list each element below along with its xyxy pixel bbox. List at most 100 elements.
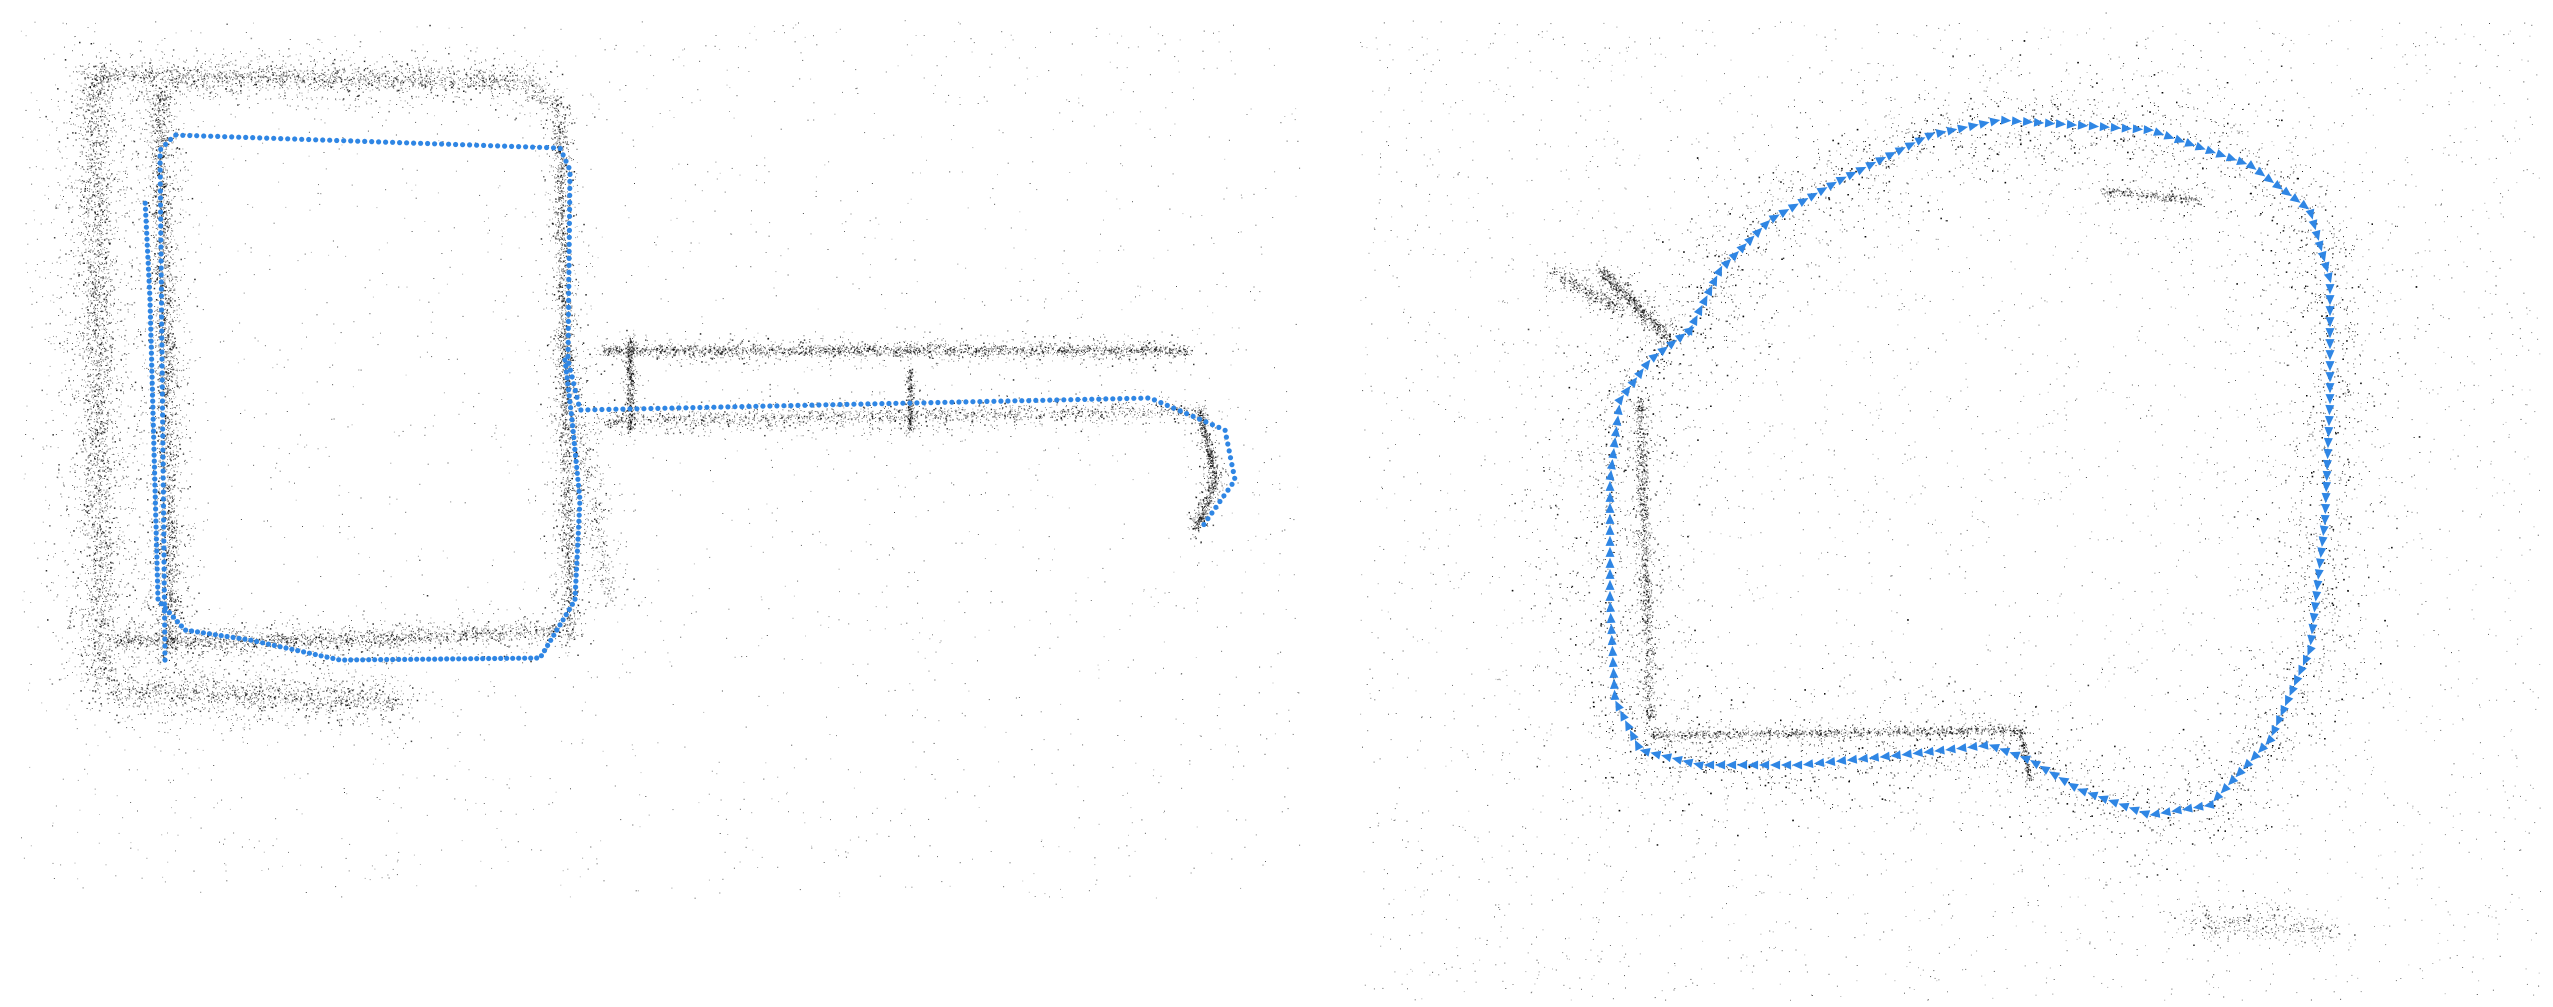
trajectory-point xyxy=(551,145,556,150)
trajectory-point xyxy=(1068,397,1073,402)
trajectory-point xyxy=(201,133,206,138)
trajectory-point xyxy=(150,399,155,404)
trajectory-point xyxy=(162,643,167,648)
trajectory-point xyxy=(161,482,166,487)
trajectory-point xyxy=(1229,482,1234,487)
trajectory-point xyxy=(207,631,212,636)
trajectory-point xyxy=(711,405,716,410)
trajectory-point xyxy=(179,623,184,628)
trajectory-point xyxy=(566,270,571,275)
trajectory-point xyxy=(151,423,156,428)
trajectory-point xyxy=(402,657,407,662)
trajectory-point xyxy=(150,411,155,416)
trajectory-point xyxy=(143,213,148,218)
trajectory-point xyxy=(575,543,580,548)
trajectory-point xyxy=(150,387,155,392)
trajectory-point xyxy=(158,230,163,235)
trajectory-point xyxy=(159,293,164,298)
trajectory-point xyxy=(1124,396,1129,401)
trajectory-point xyxy=(158,181,163,186)
trajectory-point xyxy=(574,561,579,566)
trajectory-point xyxy=(1152,397,1157,402)
trajectory-point xyxy=(739,404,744,409)
trajectory-point xyxy=(376,139,381,144)
trajectory-point xyxy=(319,653,324,658)
trajectory-point xyxy=(208,134,213,139)
trajectory-point xyxy=(510,656,515,661)
trajectory-point xyxy=(585,407,590,412)
trajectory-point xyxy=(573,388,578,393)
trajectory-point xyxy=(355,139,360,144)
trajectory-point xyxy=(554,627,559,632)
trajectory-point xyxy=(143,207,148,212)
trajectory-point xyxy=(187,133,192,138)
trajectory-point xyxy=(570,423,575,428)
trajectory-point xyxy=(577,513,582,518)
trajectory-point xyxy=(378,657,383,662)
trajectory-point xyxy=(872,401,877,406)
trajectory-point xyxy=(148,315,153,320)
trajectory-point xyxy=(150,393,155,398)
trajectory-point xyxy=(147,297,152,302)
trajectory-point xyxy=(147,291,152,296)
trajectory-point xyxy=(970,399,975,404)
trajectory-point xyxy=(327,138,332,143)
trajectory-point xyxy=(1229,462,1234,467)
trajectory-point xyxy=(160,454,165,459)
trajectory-point xyxy=(963,399,968,404)
trajectory-point xyxy=(162,629,167,634)
trajectory-point xyxy=(153,500,158,505)
trajectory-point xyxy=(565,381,570,386)
trajectory-point xyxy=(486,656,491,661)
trajectory-point xyxy=(283,645,288,650)
trajectory-point xyxy=(225,634,230,639)
trajectory-point xyxy=(145,249,150,254)
trajectory-point xyxy=(574,567,579,572)
trajectory-point xyxy=(544,145,549,150)
trajectory-point xyxy=(154,524,159,529)
trajectory-point xyxy=(162,566,167,571)
trajectory-point xyxy=(760,404,765,409)
trajectory-point xyxy=(159,356,164,361)
trajectory-point xyxy=(1054,397,1059,402)
trajectory-point xyxy=(566,305,571,310)
trajectory-point xyxy=(613,407,618,412)
trajectory-point xyxy=(563,363,568,368)
trajectory-point xyxy=(575,471,580,476)
trajectory-point xyxy=(523,144,528,149)
trajectory-point xyxy=(662,406,667,411)
trajectory-point xyxy=(152,459,157,464)
trajectory-point xyxy=(148,303,153,308)
trajectory-point xyxy=(306,137,311,142)
trajectory-point xyxy=(162,580,167,585)
trajectory-point xyxy=(144,237,149,242)
trajectory-point xyxy=(149,363,154,368)
trajectory-point xyxy=(313,652,318,657)
trajectory-point xyxy=(161,461,166,466)
trajectory-point xyxy=(148,309,153,314)
trajectory-point xyxy=(1026,398,1031,403)
trajectory-point xyxy=(567,393,572,398)
trajectory-point xyxy=(567,235,572,240)
trajectory-point xyxy=(360,657,365,662)
trajectory-point xyxy=(575,549,580,554)
trajectory-point xyxy=(161,503,166,508)
trajectory-point xyxy=(162,573,167,578)
trajectory-point xyxy=(201,630,206,635)
trajectory-point xyxy=(159,335,164,340)
trajectory-point xyxy=(480,656,485,661)
trajectory-point xyxy=(576,519,581,524)
trajectory-point xyxy=(474,143,479,148)
trajectory-point xyxy=(548,638,553,643)
trajectory-point xyxy=(468,656,473,661)
trajectory-point xyxy=(566,312,571,317)
trajectory-point xyxy=(1216,425,1221,430)
trajectory-point xyxy=(577,489,582,494)
trajectory-point xyxy=(285,136,290,141)
trajectory-point xyxy=(767,403,772,408)
trajectory-point xyxy=(229,134,234,139)
trajectory-point xyxy=(495,143,500,148)
trajectory-point xyxy=(155,572,160,577)
trajectory-point xyxy=(171,615,176,620)
